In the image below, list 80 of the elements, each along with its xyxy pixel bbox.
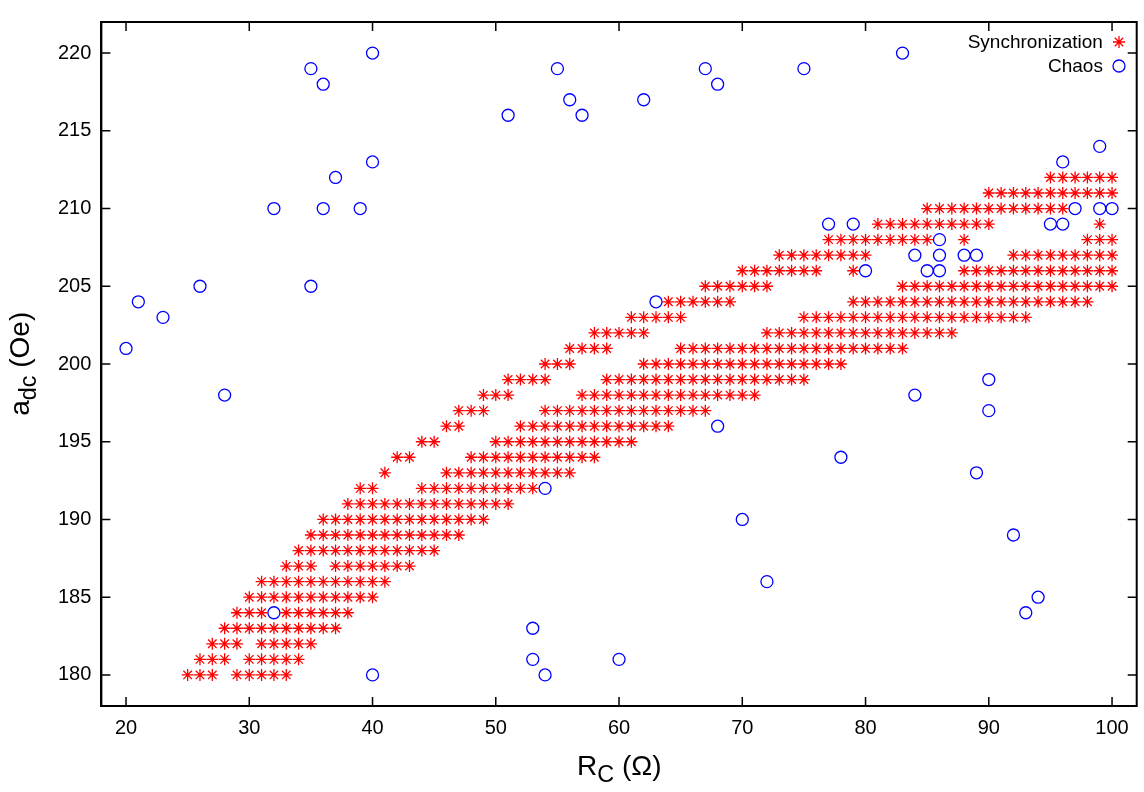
point [735, 512, 749, 527]
point [550, 61, 565, 76]
point [316, 77, 330, 91]
x-tick-label: 70 [731, 715, 754, 738]
point [858, 264, 873, 278]
point [1105, 201, 1119, 216]
point [526, 621, 540, 635]
point [710, 419, 725, 433]
point [908, 248, 922, 262]
y-tick-label: 200 [57, 351, 92, 374]
point [316, 201, 330, 216]
point [969, 466, 984, 480]
point [156, 310, 170, 325]
point [365, 668, 380, 682]
y-tick-label: 190 [57, 506, 92, 529]
x-tick-label: 60 [607, 715, 631, 738]
x-axis-title: R$_{C}$ (Ω) [577, 750, 662, 788]
point [538, 668, 552, 682]
point [1068, 201, 1082, 216]
point [932, 248, 947, 262]
x-tick-label: 40 [361, 715, 384, 738]
y-tick-label: 180 [57, 662, 92, 685]
point [1031, 590, 1045, 604]
point [969, 248, 984, 262]
point [957, 248, 971, 262]
point [1006, 528, 1021, 542]
point [501, 108, 515, 122]
point [1093, 201, 1107, 216]
point [538, 481, 552, 496]
point [932, 264, 947, 278]
x-tick-label: 30 [238, 715, 261, 738]
y-tick-label: 205 [57, 273, 92, 296]
point [895, 46, 910, 60]
x-tick-label: 100 [1095, 715, 1129, 738]
point [1019, 606, 1033, 620]
point [575, 108, 589, 122]
point [1093, 139, 1107, 154]
point [217, 388, 232, 402]
point [365, 46, 380, 60]
y-tick-label: 220 [57, 40, 92, 63]
point [365, 155, 380, 169]
x-tick-label: 50 [484, 715, 507, 738]
point [637, 93, 651, 107]
point [267, 606, 281, 620]
legend-label: Chaos [1047, 55, 1103, 77]
point [1043, 217, 1058, 231]
point [920, 264, 934, 278]
point [932, 232, 947, 247]
point [563, 93, 577, 107]
legend-label: Synchronization [967, 31, 1103, 53]
point [119, 341, 133, 356]
point [982, 372, 996, 387]
point [649, 295, 663, 309]
point [760, 574, 774, 589]
point [821, 217, 836, 231]
point [834, 450, 848, 464]
point [353, 201, 367, 216]
y-tick-label: 215 [57, 118, 92, 141]
y-tick-label: 185 [57, 584, 92, 607]
x-tick-label: 90 [977, 715, 1000, 738]
x-tick-label: 80 [854, 715, 877, 738]
point [797, 61, 811, 76]
point [1056, 217, 1070, 231]
point [131, 295, 145, 309]
point [612, 652, 626, 667]
point [304, 61, 318, 76]
point [328, 170, 343, 185]
point [193, 279, 207, 293]
point [526, 652, 540, 667]
x-tick-label: 20 [114, 715, 138, 738]
y-tick-label: 210 [57, 196, 92, 219]
point [698, 61, 712, 76]
point [710, 77, 725, 91]
point [1056, 155, 1070, 169]
y-tick-label: 195 [57, 429, 92, 452]
point [846, 217, 860, 231]
point [982, 403, 996, 418]
point [908, 388, 922, 402]
point [267, 201, 281, 216]
point [304, 279, 318, 293]
